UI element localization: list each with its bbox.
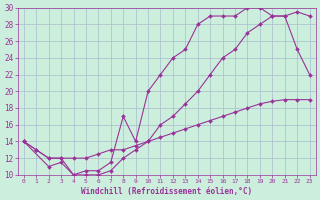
X-axis label: Windchill (Refroidissement éolien,°C): Windchill (Refroidissement éolien,°C) <box>81 187 252 196</box>
